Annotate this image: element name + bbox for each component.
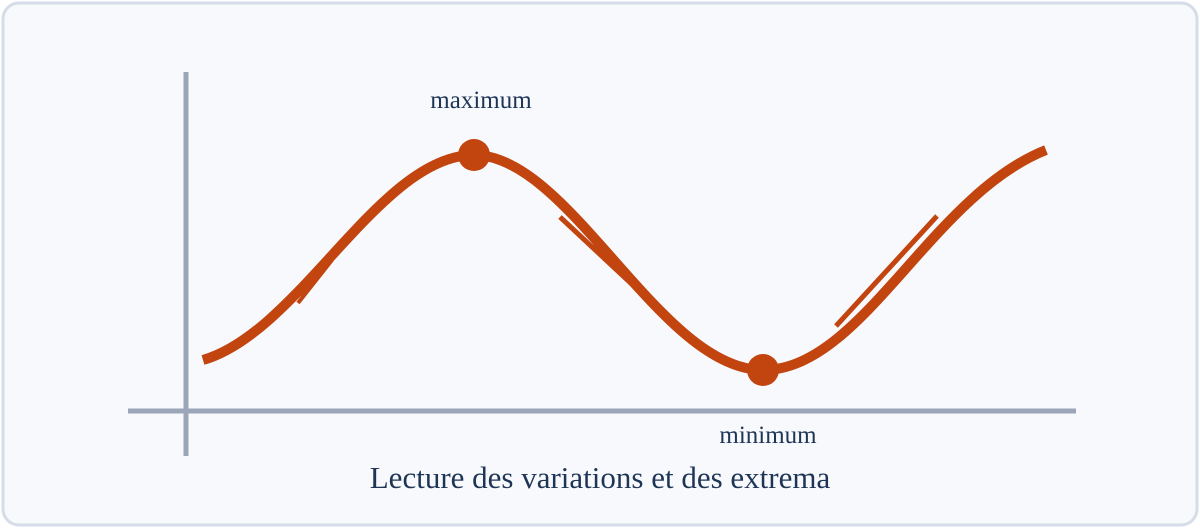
caption: Lecture des variations et des extrema	[370, 460, 831, 495]
curve	[201, 145, 1048, 376]
minimum-point	[747, 354, 779, 386]
maximum-label: maximum	[430, 87, 532, 114]
maximum-point	[458, 139, 490, 171]
minimum-label: minimum	[719, 422, 817, 449]
tangent-line	[834, 214, 939, 328]
